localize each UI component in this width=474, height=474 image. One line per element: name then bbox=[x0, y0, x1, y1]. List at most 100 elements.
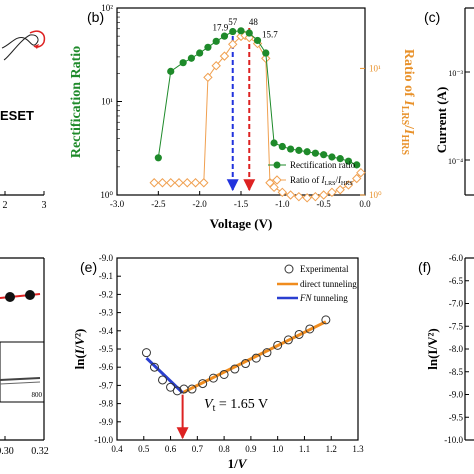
panel-e-direct-tunneling-line bbox=[181, 320, 327, 395]
panel-e-x-tick-label: 0.9 bbox=[245, 444, 257, 454]
panel-f-tick-label: -7.5 bbox=[449, 321, 464, 331]
panel-f-tick-label: -9.5 bbox=[449, 412, 464, 422]
panel-e-x-tick-label: 1.1 bbox=[299, 444, 310, 454]
legend-rectification-label: Rectification ratio bbox=[290, 160, 356, 170]
panel-b-ylabel-right: Ratio of ILRS/IHRS bbox=[399, 49, 416, 156]
panel-b-annotations: 57 48 17.9 15.7 bbox=[212, 17, 278, 40]
panel-f-tick-label: -6.0 bbox=[449, 253, 464, 263]
panel-e-x-tick-label: 0.4 bbox=[111, 444, 123, 454]
panel-b-right-tick-label: 10¹ bbox=[369, 63, 381, 73]
panel-e-x-tick-label: 0.8 bbox=[218, 444, 230, 454]
panel-b-left-tick-label: 10⁰ bbox=[100, 190, 113, 200]
panel-e-experimental-point bbox=[251, 353, 261, 363]
red-arrow-head bbox=[34, 44, 39, 49]
left-top-tick-2: 2 bbox=[3, 200, 8, 211]
legend-rectification-marker bbox=[273, 161, 281, 169]
panel-e-experimental-point bbox=[219, 369, 229, 379]
panel-e-y-tick-label: -9.8 bbox=[99, 399, 114, 409]
panel-b-rectification-point bbox=[220, 32, 229, 40]
panel-b-rectification-point bbox=[270, 139, 278, 147]
panel-b-left-tick-label: 10¹ bbox=[101, 97, 113, 107]
panel-b-xlabel: Voltage (V) bbox=[210, 216, 273, 231]
panel-f-y-ticks: -6.0 -6.5 -7.0 -7.5 -8.0 -8.5 -9.0 -9.5 -10.0 bbox=[444, 253, 469, 445]
panel-b-ratio-point bbox=[277, 187, 288, 198]
panel-b-rectification-point bbox=[295, 146, 303, 154]
panel-b-rectification-point bbox=[262, 49, 270, 57]
panel-c-label: (c) bbox=[424, 9, 440, 25]
panel-c-tick-1e-4: 10⁻⁴ bbox=[448, 157, 463, 166]
legend-experimental-label: Experimental bbox=[300, 264, 349, 274]
panel-f-tick-label: -9.0 bbox=[449, 390, 464, 400]
panel-b-rectification-point bbox=[303, 148, 311, 156]
panel-f-tick-label: -6.5 bbox=[449, 276, 464, 286]
panel-e-y-tick-label: -9.0 bbox=[99, 253, 114, 263]
panel-b-ratio-point bbox=[356, 167, 366, 178]
panel-b-ratio-point bbox=[228, 39, 238, 50]
panel-b-rectification-point bbox=[204, 43, 212, 51]
panel-b-legend: Rectification ratio Ratio of ILRS/IHRS bbox=[268, 160, 356, 187]
panel-e-experimental-point bbox=[208, 373, 218, 383]
panel-c: (c) 10⁻³ 10⁻⁴ Current (A) bbox=[424, 7, 474, 196]
panel-e-experimental-point bbox=[149, 362, 159, 372]
panel-b-ratio-point bbox=[211, 61, 221, 71]
panel-b-ratio-point bbox=[203, 72, 213, 83]
panel-e-y-ticks: -9.0 -9.1 -9.2 -9.3 -9.4 -9.5 -9.6 -9.7 -9.8 -9.9… bbox=[94, 253, 121, 445]
panel-e-experimental-point bbox=[241, 359, 251, 369]
panel-b-ratio-point bbox=[182, 178, 192, 188]
panel-f: (f) -6.0 -6.5 -7.0 -7.5 -8.0 -8.5 -9.0 -9.5 -10.… bbox=[418, 253, 474, 445]
panel-b-rectification-point bbox=[253, 36, 262, 45]
panel-b-rectification-point bbox=[287, 145, 295, 153]
panel-f-ylabel: ln(I/V²) bbox=[425, 328, 440, 369]
panel-e-x-tick-label: 0.6 bbox=[165, 444, 177, 454]
panel-b-left-tick-label: 10² bbox=[101, 3, 113, 13]
panel-b-rectification-point bbox=[179, 59, 187, 67]
panel-b-ratio-point bbox=[166, 178, 176, 188]
panel-e-x-tick-label: 1.0 bbox=[272, 444, 284, 454]
panel-b-right-tick-label: 10⁰ bbox=[369, 190, 382, 200]
panel-b-ylabel-left: Rectification Ratio bbox=[69, 46, 84, 158]
panel-b-left-ticks: 10⁰ 10¹ 10² bbox=[100, 3, 122, 200]
panel-e-experimental-point bbox=[166, 382, 176, 392]
panel-b-rectification-point bbox=[229, 27, 237, 36]
panel-b-rectification-point bbox=[336, 155, 344, 163]
panel-e-experimental-point bbox=[172, 386, 182, 396]
panel-b-ratio-point bbox=[269, 182, 279, 193]
panel-e-experimental-point bbox=[230, 364, 240, 374]
panel-b-ratio-series bbox=[149, 30, 366, 203]
panel-b-rectification-point bbox=[196, 49, 204, 57]
panel-e-experimental-point bbox=[273, 340, 283, 350]
panel-b-x-tick-label: -3.0 bbox=[110, 199, 125, 209]
panel-f-tick-label: -8.5 bbox=[449, 367, 464, 377]
panel-b-rectification-point bbox=[328, 153, 336, 161]
panel-e-fit-lines bbox=[145, 320, 327, 395]
panel-e-y-tick-label: -9.9 bbox=[99, 417, 114, 427]
panel-b-ratio-point bbox=[174, 178, 184, 188]
panel-e-legend: Experimental direct tunneling FN tunneli… bbox=[277, 264, 357, 303]
panel-e-fn-tunneling-line bbox=[145, 357, 184, 394]
panel-b-rectification-point bbox=[311, 149, 319, 157]
panel-b-rectification-point bbox=[212, 37, 220, 45]
panel-e-experimental-point bbox=[141, 348, 151, 358]
panel-b-ratio-point bbox=[285, 190, 296, 200]
panel-e-y-tick-label: -9.6 bbox=[99, 362, 114, 372]
reset-label: ESET bbox=[0, 108, 34, 123]
panel-b-ratio-point bbox=[190, 178, 201, 188]
panel-e-x-ticks: 0.4 0.5 0.6 0.7 0.8 0.9 1.0 1.1 1.2 1.3 bbox=[111, 436, 364, 454]
left-bottom-inset bbox=[0, 341, 45, 403]
legend-ratio-label: Ratio of ILRS/IHRS bbox=[290, 175, 353, 187]
panel-b-x-tick-label: 0.0 bbox=[359, 199, 371, 209]
panel-b-annotation: 17.9 bbox=[212, 22, 228, 32]
panel-e-y-tick-label: -9.4 bbox=[99, 326, 114, 336]
legend-experimental-marker bbox=[284, 264, 294, 274]
panel-b-right-ticks: 10⁰ 10¹ bbox=[360, 63, 382, 200]
panel-e-y-tick-label: -9.5 bbox=[99, 344, 114, 354]
panel-b-rectification-point bbox=[245, 29, 253, 37]
panel-f-tick-label: -10.0 bbox=[444, 435, 463, 445]
legend-fn-label: FN tunneling bbox=[299, 293, 348, 303]
panel-e-experimental-point bbox=[321, 315, 331, 325]
panel-b-rectification-point bbox=[344, 157, 353, 165]
panel-b-ratio-point bbox=[219, 51, 230, 61]
panel-e-experimental-point bbox=[283, 335, 293, 345]
panel-b-rectification-series bbox=[154, 27, 361, 169]
iv-curve-sketch bbox=[1, 34, 39, 61]
